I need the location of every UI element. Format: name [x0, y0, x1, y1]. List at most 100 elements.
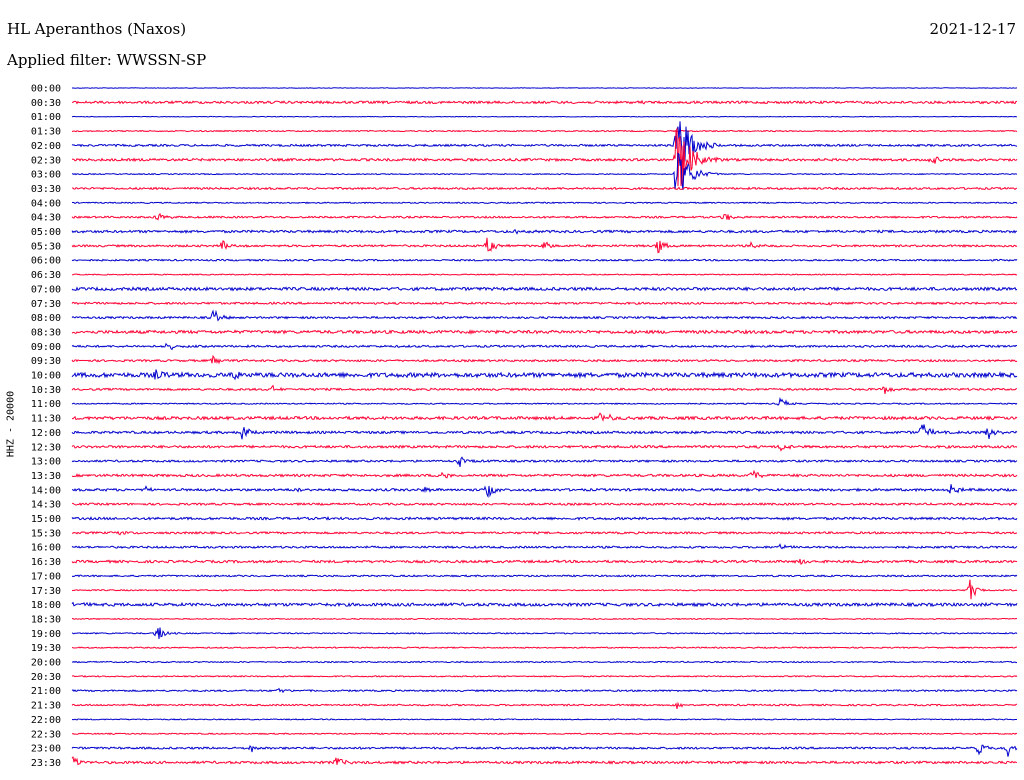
applied-filter: Applied filter: WWSSN-SP [7, 51, 207, 69]
row-label-0530: 05:30 [31, 241, 61, 252]
trace-2130 [71, 701, 1018, 709]
trace-1330 [71, 469, 1018, 479]
row-label-0600: 06:00 [31, 256, 61, 267]
trace-1830 [71, 617, 1018, 621]
row-label-0430: 04:30 [31, 213, 61, 224]
trace-0030 [71, 99, 1018, 105]
row-label-0730: 07:30 [31, 299, 61, 310]
row-label-0200: 02:00 [31, 141, 61, 152]
trace-0500 [71, 228, 1018, 235]
trace-1230 [71, 444, 1018, 452]
trace-0330 [71, 186, 1018, 191]
trace-0300 [71, 152, 1018, 191]
station-name: HL Aperanthos (Naxos) [7, 20, 187, 38]
seismic-traces [71, 87, 1018, 766]
trace-0730 [71, 301, 1018, 306]
trace-1100 [71, 396, 1018, 406]
row-label-1500: 15:00 [31, 514, 61, 525]
row-label-0030: 00:30 [31, 98, 61, 109]
trace-2300 [71, 744, 1018, 757]
row-label-2030: 20:30 [31, 672, 61, 683]
row-label-0230: 02:30 [31, 155, 61, 166]
trace-0200 [71, 121, 1018, 171]
row-label-0130: 01:30 [31, 127, 61, 138]
trace-1800 [71, 601, 1018, 608]
row-label-2200: 22:00 [31, 715, 61, 726]
trace-0100 [71, 115, 1018, 118]
trace-0430 [71, 212, 1018, 221]
trace-0230 [71, 127, 1018, 187]
trace-1900 [71, 627, 1018, 639]
trace-2100 [71, 687, 1018, 694]
row-label-1100: 11:00 [31, 399, 61, 410]
trace-0600 [71, 258, 1018, 262]
row-label-1930: 19:30 [31, 643, 61, 654]
row-label-1630: 16:30 [31, 557, 61, 568]
row-label-1730: 17:30 [31, 586, 61, 597]
row-label-0500: 05:00 [31, 227, 61, 238]
row-label-0400: 04:00 [31, 198, 61, 209]
row-label-1130: 11:30 [31, 414, 61, 425]
row-label-1430: 14:30 [31, 500, 61, 511]
trace-1630 [71, 558, 1018, 565]
trace-1030 [71, 384, 1018, 394]
record-date: 2021-12-17 [929, 20, 1016, 38]
trace-1930 [71, 646, 1018, 649]
trace-0630 [71, 273, 1018, 276]
row-label-2000: 20:00 [31, 658, 61, 669]
trace-1200 [71, 424, 1018, 440]
row-label-1400: 14:00 [31, 485, 61, 496]
trace-2000 [71, 660, 1018, 664]
row-label-2100: 21:00 [31, 686, 61, 697]
trace-0130 [71, 129, 1018, 133]
row-labels: 00:00 00:30 01:00 01:30 02:00 02:30 03:00 03:30… [31, 84, 61, 769]
row-label-1330: 13:30 [31, 471, 61, 482]
row-label-0000: 00:00 [31, 84, 61, 95]
row-label-1000: 10:00 [31, 371, 61, 382]
row-label-2130: 21:30 [31, 701, 61, 712]
trace-1000 [71, 369, 1018, 381]
row-label-1030: 10:30 [31, 385, 61, 396]
trace-2030 [71, 674, 1018, 678]
trace-1500 [71, 516, 1018, 521]
trace-0930 [71, 354, 1018, 365]
row-label-1200: 12:00 [31, 428, 61, 439]
trace-0530 [71, 237, 1018, 254]
row-label-2230: 22:30 [31, 729, 61, 740]
trace-1730 [71, 579, 1018, 600]
trace-1130 [71, 412, 1018, 422]
row-label-0900: 09:00 [31, 342, 61, 353]
row-label-0700: 07:00 [31, 284, 61, 295]
row-label-0930: 09:30 [31, 356, 61, 367]
trace-1300 [71, 456, 1018, 467]
trace-1600 [71, 543, 1018, 550]
trace-0830 [71, 329, 1018, 335]
row-label-1530: 15:30 [31, 528, 61, 539]
trace-1400 [71, 484, 1018, 499]
trace-2200 [71, 718, 1018, 721]
trace-1530 [71, 530, 1018, 536]
row-label-0830: 08:30 [31, 327, 61, 338]
row-label-1900: 19:00 [31, 629, 61, 640]
trace-2230 [71, 732, 1018, 736]
trace-0800 [71, 309, 1018, 322]
row-label-1830: 18:30 [31, 614, 61, 625]
trace-0900 [71, 342, 1018, 351]
trace-1430 [71, 502, 1018, 507]
row-label-2330: 23:30 [31, 758, 61, 769]
row-label-0100: 01:00 [31, 112, 61, 123]
row-label-1300: 13:00 [31, 457, 61, 468]
trace-2330 [71, 756, 1018, 766]
row-label-1230: 12:30 [31, 442, 61, 453]
row-label-0800: 08:00 [31, 313, 61, 324]
row-label-1600: 16:00 [31, 543, 61, 554]
row-label-2300: 23:00 [31, 744, 61, 755]
row-label-0330: 03:30 [31, 184, 61, 195]
row-label-0630: 06:30 [31, 270, 61, 281]
trace-0700 [71, 286, 1018, 292]
trace-0000 [71, 87, 1018, 89]
trace-0400 [71, 201, 1018, 205]
row-label-1700: 17:00 [31, 571, 61, 582]
row-label-0300: 03:00 [31, 170, 61, 181]
